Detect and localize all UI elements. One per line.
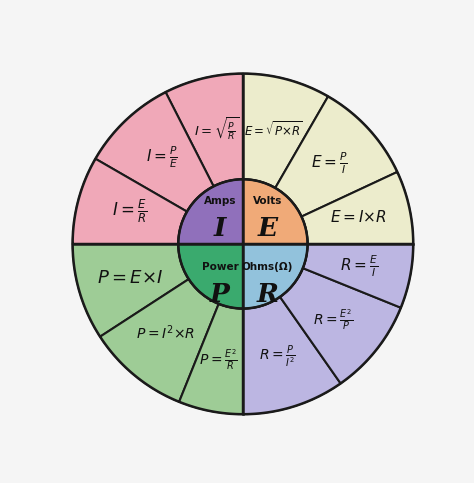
Polygon shape: [96, 92, 214, 212]
Text: $E=\sqrt{P{\times}R}$: $E=\sqrt{P{\times}R}$: [244, 120, 303, 139]
Text: $I=\frac{P}{E}$: $I=\frac{P}{E}$: [146, 145, 178, 170]
Polygon shape: [178, 179, 243, 244]
Text: E: E: [257, 216, 278, 241]
Text: P: P: [210, 282, 230, 307]
Text: Ohms(Ω): Ohms(Ω): [242, 262, 293, 272]
Polygon shape: [303, 244, 413, 308]
Polygon shape: [100, 279, 219, 401]
Polygon shape: [73, 244, 189, 337]
Polygon shape: [178, 244, 243, 309]
Text: R: R: [256, 282, 279, 307]
Text: $R=\frac{E}{I}$: $R=\frac{E}{I}$: [340, 254, 378, 279]
Polygon shape: [243, 297, 340, 414]
Text: $P=I^2{\times}R$: $P=I^2{\times}R$: [136, 324, 195, 342]
Text: I: I: [214, 216, 226, 241]
Text: $P=\frac{E^2}{R}$: $P=\frac{E^2}{R}$: [199, 347, 238, 372]
Text: Power: Power: [201, 262, 238, 272]
Polygon shape: [243, 74, 328, 188]
Text: $P=E{\times}I$: $P=E{\times}I$: [97, 270, 163, 287]
Polygon shape: [166, 74, 243, 186]
Polygon shape: [275, 97, 397, 216]
Text: $R=\frac{P}{I^2}$: $R=\frac{P}{I^2}$: [259, 344, 296, 370]
Text: $E=\frac{P}{I}$: $E=\frac{P}{I}$: [311, 151, 348, 176]
Polygon shape: [243, 179, 308, 244]
Text: Amps: Amps: [204, 196, 236, 206]
Text: $I=\sqrt{\frac{P}{R}}$: $I=\sqrt{\frac{P}{R}}$: [194, 115, 239, 142]
Polygon shape: [301, 172, 413, 244]
Text: Volts: Volts: [253, 196, 283, 206]
Text: $R=\frac{E^2}{P}$: $R=\frac{E^2}{P}$: [313, 308, 354, 332]
Polygon shape: [243, 244, 308, 309]
Text: $I=\frac{E}{R}$: $I=\frac{E}{R}$: [111, 198, 147, 225]
Polygon shape: [73, 159, 187, 244]
Polygon shape: [280, 268, 401, 383]
Circle shape: [73, 74, 413, 414]
Polygon shape: [179, 304, 243, 414]
Text: $E=I{\times}R$: $E=I{\times}R$: [330, 209, 386, 226]
